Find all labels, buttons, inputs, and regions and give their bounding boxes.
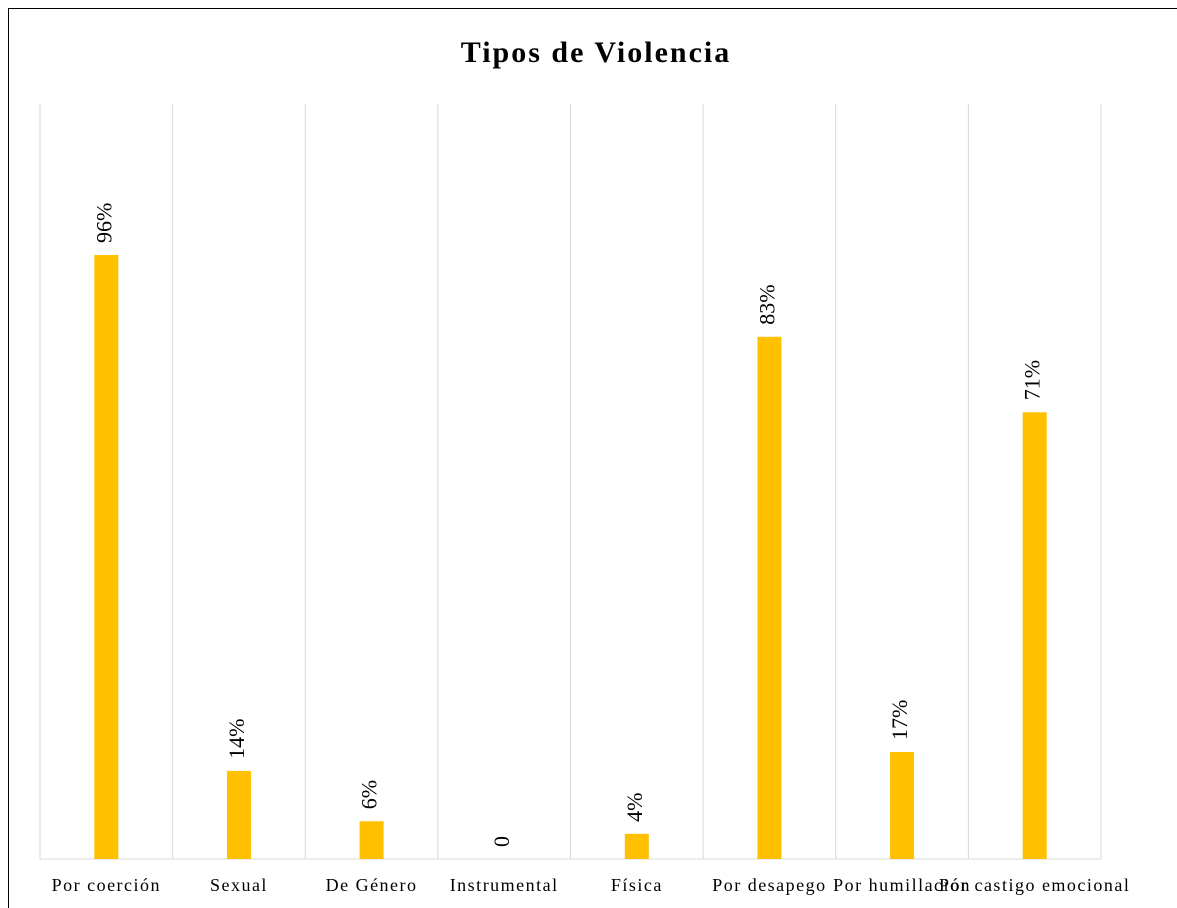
x-tick-label: Física (611, 875, 663, 895)
data-label: 17% (887, 700, 912, 740)
data-label: 0 (489, 836, 514, 847)
x-tick-label: Sexual (210, 875, 268, 895)
data-label: 6% (357, 780, 382, 809)
x-tick-label: Por coerción (52, 875, 161, 895)
bar (624, 833, 649, 859)
bar (890, 752, 915, 859)
data-label: 14% (224, 719, 249, 759)
x-tick-label: Por castigo emocional (939, 875, 1130, 895)
bar (757, 336, 782, 860)
chart-title: Tipos de Violencia (461, 36, 732, 69)
bar (94, 255, 119, 859)
x-tick-label: Instrumental (450, 875, 559, 895)
bar (1022, 412, 1047, 859)
x-tick-label: Por desapego (712, 875, 826, 895)
data-label: 83% (754, 284, 779, 324)
x-tick-label: De Género (326, 875, 418, 895)
bar (226, 770, 251, 859)
bar (359, 821, 384, 859)
data-label: 4% (622, 793, 647, 822)
data-label: 71% (1020, 360, 1045, 400)
data-label: 96% (91, 203, 116, 243)
x-tick-label: Por humillación (833, 875, 971, 895)
chart-frame (8, 8, 1177, 908)
